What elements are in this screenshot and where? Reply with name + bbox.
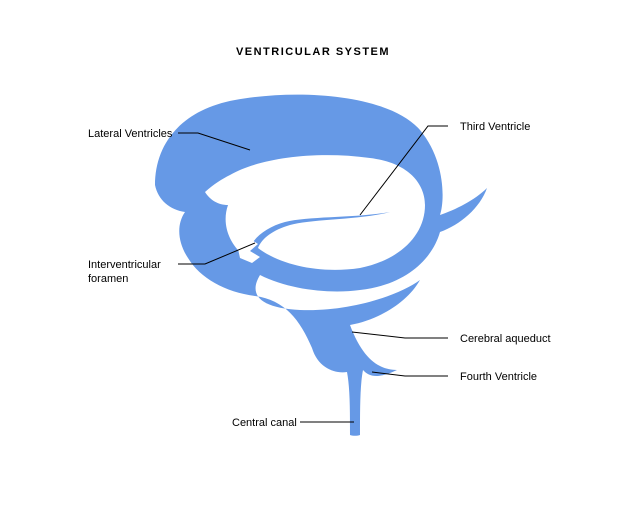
label-cerebral-aqueduct: Cerebral aqueduct [460, 332, 551, 346]
ventricle-shape [155, 95, 487, 436]
label-fourth-ventricle: Fourth Ventricle [460, 370, 537, 384]
label-third-ventricle: Third Ventricle [460, 120, 530, 134]
label-lateral-ventricles: Lateral Ventricles [88, 127, 172, 141]
label-central-canal: Central canal [232, 416, 297, 430]
label-interventricular-foramen: Interventricularforamen [88, 258, 188, 287]
